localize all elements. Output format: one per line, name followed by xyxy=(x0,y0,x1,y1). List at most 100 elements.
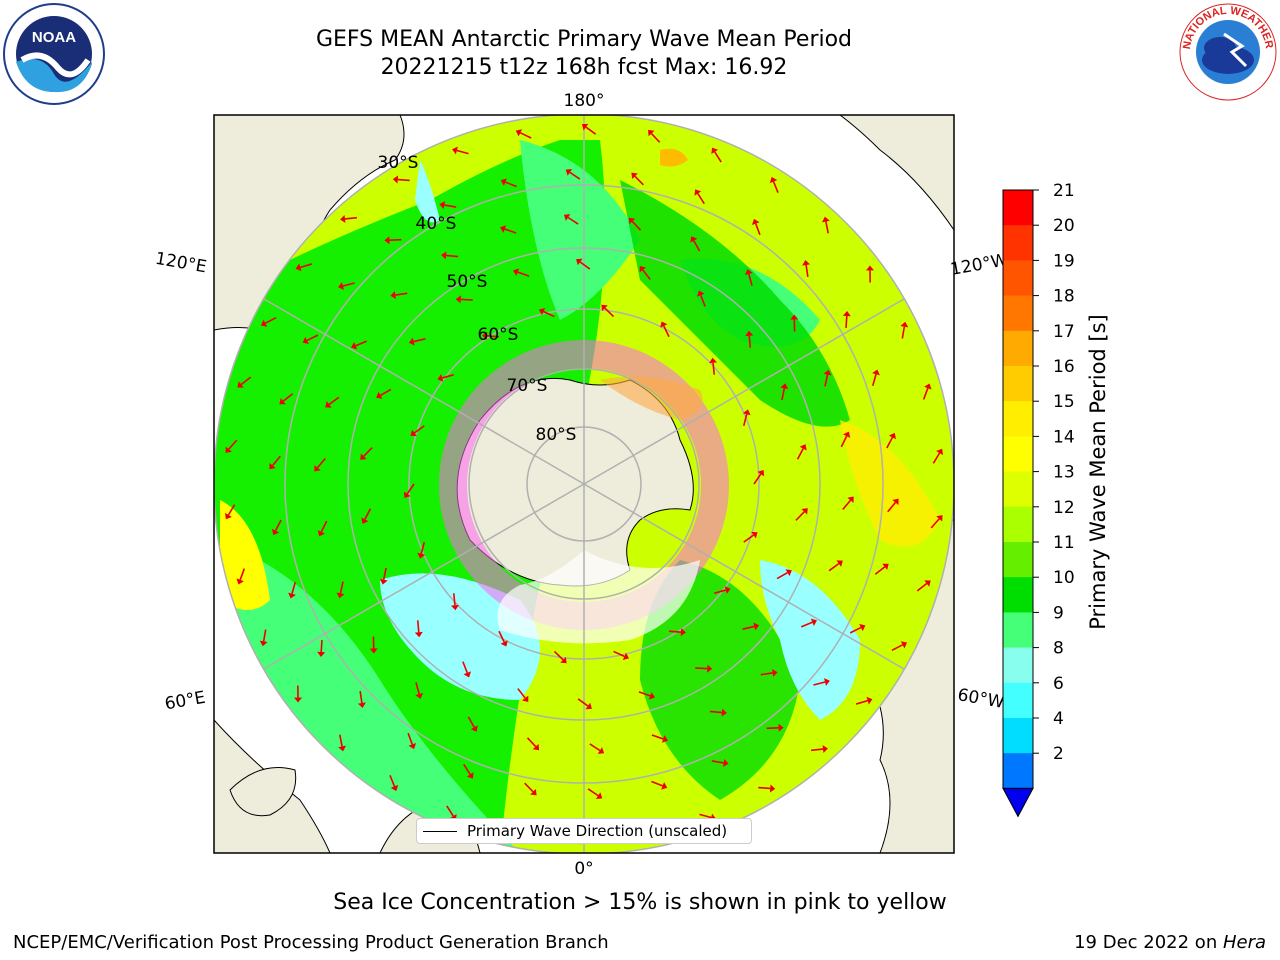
direction-arrow-shaft xyxy=(695,667,708,670)
direction-arrow-head xyxy=(294,697,303,703)
direction-arrow-shaft xyxy=(526,737,537,748)
direction-arrow-head xyxy=(522,695,529,703)
direction-arrow-shaft xyxy=(714,589,726,595)
direction-arrow-head xyxy=(778,723,784,732)
direction-arrow-shaft xyxy=(579,261,591,270)
direction-arrow-shaft xyxy=(282,393,294,402)
direction-arrow-shaft xyxy=(813,681,826,686)
noaa-logo: NOAA xyxy=(3,3,105,105)
direction-arrow-shaft xyxy=(460,298,473,301)
direction-arrow-head xyxy=(888,432,896,440)
colorbar-tick-label: 17 xyxy=(1053,322,1075,342)
footer-date-text: 19 Dec 2022 on xyxy=(1074,932,1223,953)
direction-arrow-shaft xyxy=(700,294,706,307)
direction-arrow-head xyxy=(824,678,830,686)
direction-arrow-head xyxy=(500,225,507,233)
colorbar-tick-label: 6 xyxy=(1053,674,1064,694)
direction-arrow-shaft xyxy=(886,436,894,449)
direction-arrow-shaft xyxy=(567,216,579,225)
direction-arrow-head xyxy=(721,708,727,717)
direction-arrow-head xyxy=(866,696,873,705)
nws-logo: NATIONAL WEATHER SERVICE xyxy=(1176,0,1278,102)
colorbar-segment xyxy=(1003,330,1033,367)
direction-arrow-head xyxy=(628,217,636,225)
direction-arrow-head xyxy=(403,491,411,499)
direction-arrow-head xyxy=(302,336,309,345)
colorbar-segment xyxy=(1003,225,1033,261)
direction-arrow-shaft xyxy=(414,425,425,434)
direction-arrow-head xyxy=(597,747,605,754)
direction-arrow-head xyxy=(801,508,808,515)
direction-arrow-shaft xyxy=(274,519,282,532)
direction-arrow-head xyxy=(694,189,702,196)
direction-arrow-shaft xyxy=(446,805,454,817)
colorbar-tick-label: 19 xyxy=(1053,251,1075,271)
colorbar-segment xyxy=(1003,612,1033,649)
colorbar-segment xyxy=(1003,401,1033,437)
direction-arrow-head xyxy=(810,618,817,626)
wave-direction-arrows xyxy=(225,123,943,845)
direction-arrow-shaft xyxy=(389,774,396,787)
graticule xyxy=(214,115,954,853)
direction-arrow-shaft xyxy=(467,716,475,728)
direction-arrow-shaft xyxy=(519,132,532,139)
direction-arrow-head xyxy=(463,671,471,678)
lon-label-120w: 120°W xyxy=(949,250,1010,280)
direction-arrow-head xyxy=(697,290,705,297)
direction-arrow-head xyxy=(785,569,792,577)
colorbar-tick-label: 14 xyxy=(1053,427,1075,447)
direction-arrow-head xyxy=(314,465,321,472)
direction-arrow-shaft xyxy=(504,228,517,234)
colorbar-tick-label: 10 xyxy=(1053,568,1075,588)
direction-arrow-head xyxy=(513,268,520,276)
direction-arrow-shaft xyxy=(748,335,752,348)
direction-arrow-head xyxy=(648,692,655,700)
colorbar-tick-label: 4 xyxy=(1053,709,1064,729)
colorbar-tick-label: 21 xyxy=(1053,181,1075,201)
direction-arrow-shaft xyxy=(604,307,615,318)
direction-arrow-head xyxy=(482,331,488,340)
direction-arrow-shaft xyxy=(613,650,625,658)
direction-arrow-head xyxy=(384,236,390,245)
direction-arrow-shaft xyxy=(363,447,373,457)
direction-arrow-head xyxy=(360,453,367,460)
legend-line-swatch xyxy=(423,830,457,832)
direction-arrow-head xyxy=(585,702,592,710)
direction-arrow-head xyxy=(576,258,583,266)
direction-arrow-shaft xyxy=(634,175,644,186)
direction-arrow-head xyxy=(317,651,326,658)
direction-arrow-head xyxy=(450,604,459,611)
direction-arrow-shaft xyxy=(342,282,355,287)
direction-arrow-head xyxy=(780,383,789,390)
direction-arrow-shaft xyxy=(800,621,813,628)
chart-title: GEFS MEAN Antarctic Primary Wave Mean Pe… xyxy=(315,27,853,52)
direction-arrow-shaft xyxy=(585,126,597,135)
direction-arrow-head xyxy=(437,374,444,382)
colorbar-segment xyxy=(1003,577,1033,613)
direction-arrow-head xyxy=(466,772,474,779)
direction-arrow-shaft xyxy=(300,263,313,269)
direction-arrow-shaft xyxy=(380,388,392,397)
direction-arrow-shaft xyxy=(397,178,410,182)
direction-arrow-head xyxy=(390,291,396,300)
direction-arrow-head xyxy=(661,735,668,743)
direction-arrow-head xyxy=(757,469,765,477)
direction-arrow-head xyxy=(417,552,426,559)
direction-arrow-shaft xyxy=(742,625,755,630)
direction-arrow-shaft xyxy=(382,567,387,580)
direction-arrow-head xyxy=(595,792,603,799)
direction-arrow-head xyxy=(900,641,908,649)
direction-arrow-head xyxy=(225,512,232,520)
direction-arrow-head xyxy=(648,129,655,137)
direction-arrow-shaft xyxy=(693,240,701,252)
direction-arrow-shaft xyxy=(871,374,877,387)
direction-arrow-head xyxy=(340,214,346,223)
direction-arrow-head xyxy=(563,214,571,221)
direction-arrow-head xyxy=(565,169,573,176)
direction-arrow-head xyxy=(744,269,753,276)
direction-arrow-shaft xyxy=(524,782,534,793)
direction-arrow-head xyxy=(892,498,899,506)
direction-arrow-shaft xyxy=(891,644,903,652)
direction-arrow-head xyxy=(408,743,417,750)
direction-arrow-shaft xyxy=(712,362,716,375)
